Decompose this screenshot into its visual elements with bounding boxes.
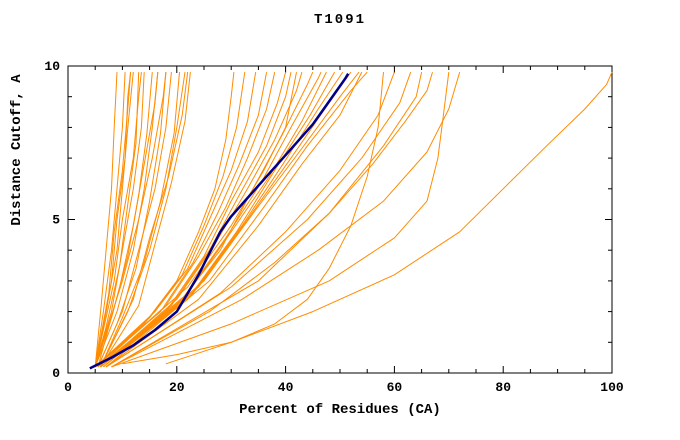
model-curve xyxy=(94,72,142,368)
model-curve xyxy=(111,71,433,368)
x-axis-label: Percent of Residues (CA) xyxy=(239,402,441,418)
model-curve xyxy=(100,72,189,368)
model-curve xyxy=(94,72,297,368)
model-curve xyxy=(100,71,336,368)
model-curve xyxy=(100,71,327,368)
x-tick-label: 80 xyxy=(495,380,511,395)
x-tick-label: 40 xyxy=(278,380,294,395)
model-curve xyxy=(122,72,384,365)
model-curve xyxy=(105,71,363,368)
model-curve xyxy=(94,72,140,368)
y-axis-label: Distance Cutoff, A xyxy=(9,74,25,226)
model-curve xyxy=(100,71,292,368)
x-tick-label: 100 xyxy=(600,380,624,395)
model-curve xyxy=(111,71,423,368)
reference-curve xyxy=(89,73,350,370)
y-tick-label: 10 xyxy=(44,59,60,74)
model-curve xyxy=(100,71,303,368)
model-curve xyxy=(105,71,412,368)
model-curve xyxy=(94,72,167,368)
x-tick-label: 20 xyxy=(169,380,185,395)
model-curve xyxy=(165,71,613,365)
model-curve xyxy=(94,72,132,367)
model-curve xyxy=(94,72,268,368)
model-curve xyxy=(103,71,344,368)
model-curve xyxy=(94,72,126,367)
y-tick-label: 5 xyxy=(52,213,60,228)
model-curve xyxy=(94,72,145,368)
y-tick-label: 0 xyxy=(52,366,60,381)
model-curve xyxy=(105,71,395,368)
x-tick-label: 0 xyxy=(64,380,72,395)
model-curve xyxy=(100,72,180,368)
model-curve xyxy=(94,72,257,368)
model-curve xyxy=(111,71,461,368)
model-curve xyxy=(97,72,172,368)
model-curve xyxy=(100,72,191,368)
model-curve xyxy=(94,72,246,368)
x-tick-label: 60 xyxy=(387,380,403,395)
model-curve xyxy=(94,72,118,367)
chart-title: T1091 xyxy=(313,12,366,28)
